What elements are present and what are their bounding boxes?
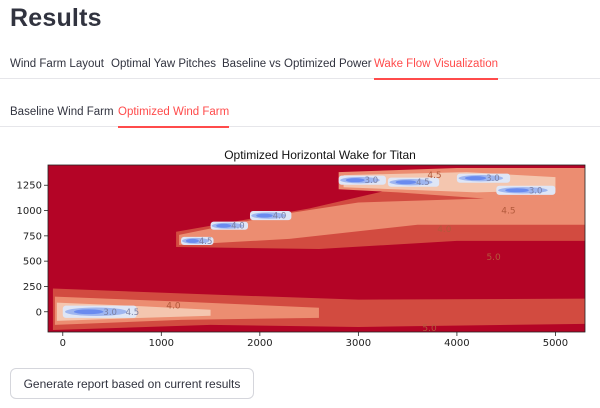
tab-optimal-yaw-pitches[interactable]: Optimal Yaw Pitches [111, 58, 217, 70]
y-tick-label: 250 [23, 282, 42, 293]
tab-baseline-vs-optimized-power[interactable]: Baseline vs Optimized Power [222, 58, 372, 70]
wake-heatmap-svg: 3.0 4.54.54.04.03.0 4.5 3.03.04.04.55.05.04… [17, 164, 586, 349]
y-tick-label: 750 [23, 231, 42, 242]
contour-label: 4.5 [427, 171, 441, 181]
wake-contour-label: 3.0 [365, 176, 379, 186]
sub-tab-bar: Baseline Wind Farm Optimized Wind Farm [0, 103, 600, 128]
wake-contour-label: 3.0 [486, 174, 500, 184]
contour-label: 5.0 [422, 324, 437, 334]
x-tick-label: 0 [60, 338, 66, 349]
wake-core-4 [256, 213, 273, 218]
wake-band-upper-mid [179, 195, 585, 245]
y-tick-label: 0 [36, 307, 42, 318]
y-tick-label: 1250 [17, 181, 42, 192]
wake-contour-label: 4.0 [231, 222, 245, 232]
main-tab-bar: Wind Farm Layout Optimal Yaw Pitches Bas… [0, 55, 600, 80]
plot-area: 3.0 4.54.54.04.03.0 4.5 3.03.04.04.55.05.04… [48, 165, 585, 334]
wake-core-5 [345, 178, 365, 183]
wake-contour-label: 4.0 [273, 212, 287, 222]
wake-contour-label: 3.0 [103, 308, 117, 318]
wake-core-8 [505, 188, 529, 193]
wake-contour-label: 4.5 [126, 308, 140, 318]
tab-optimized-wind-farm[interactable]: Optimized Wind Farm [118, 105, 230, 128]
x-tick-label: 1000 [149, 338, 174, 349]
x-tick-label: 4000 [444, 338, 469, 349]
chart-title: Optimized Horizontal Wake for Titan [224, 148, 416, 162]
tab-wind-farm-layout[interactable]: Wind Farm Layout [10, 58, 104, 70]
generate-report-button[interactable]: Generate report based on current results [10, 368, 254, 399]
wake-core-7 [464, 176, 487, 181]
y-tick-label: 500 [23, 257, 42, 268]
x-tick-label: 3000 [346, 338, 371, 349]
contour-label: 5.0 [486, 253, 501, 263]
wake-core-1 [73, 309, 104, 315]
page-title: Results [10, 4, 102, 32]
wake-core-3 [216, 223, 232, 228]
tab-baseline-wind-farm[interactable]: Baseline Wind Farm [10, 106, 114, 118]
tab-wake-flow-visualization[interactable]: Wake Flow Visualization [374, 57, 498, 80]
contour-label: 4.5 [501, 207, 515, 217]
wake-core-2 [185, 238, 199, 243]
wake-chart: 3.0 4.5 4.5 4.0 4.0 3.0 4.5 3.0 3.0 4.0 4.5 5.0 5.0 4… [0, 142, 600, 352]
x-tick-label: 2000 [247, 338, 272, 349]
wake-contour-label: 4.5 [416, 178, 430, 188]
y-tick-label: 1000 [17, 206, 42, 217]
wake-contour-label: 3.0 [529, 186, 543, 196]
x-tick-label: 5000 [543, 338, 568, 349]
wake-contour-label: 4.5 [199, 237, 213, 247]
contour-label: 4.0 [166, 302, 181, 312]
contour-label: 4.0 [437, 225, 452, 235]
plot-frame [47, 164, 586, 333]
wake-core-6 [395, 180, 417, 185]
